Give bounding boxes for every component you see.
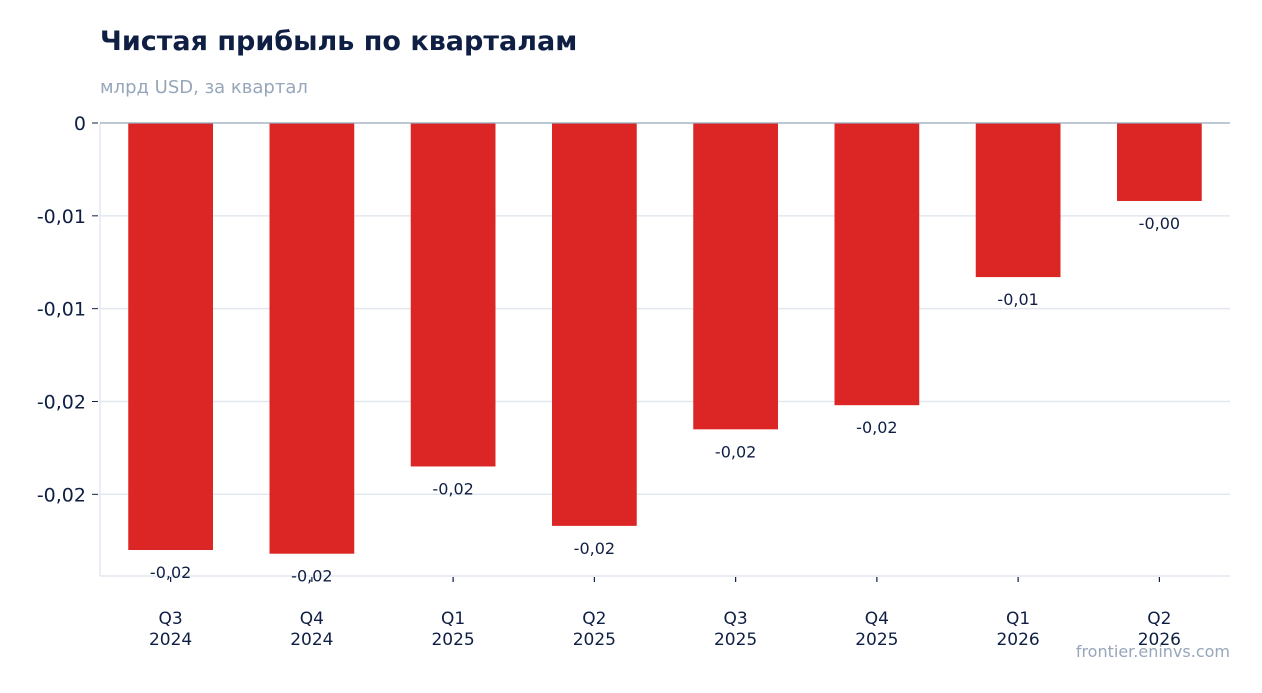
data-label: -0,00 — [1139, 214, 1180, 233]
x-tick-label-quarter: Q3 — [724, 609, 748, 629]
y-tick-label: -0,01 — [37, 206, 86, 228]
data-label: -0,02 — [432, 479, 473, 498]
x-tick-label-year: 2025 — [431, 630, 474, 650]
bar — [552, 123, 637, 526]
x-tick-label-year: 2026 — [996, 630, 1039, 650]
x-tick-label-quarter: Q1 — [441, 609, 465, 629]
y-tick-label: -0,02 — [37, 484, 86, 506]
x-tick-label-quarter: Q3 — [159, 609, 183, 629]
bar — [269, 123, 355, 554]
x-tick-label-year: 2024 — [290, 630, 333, 650]
x-tick-label-year: 2025 — [855, 630, 898, 650]
bar — [128, 123, 213, 551]
x-tick-label-quarter: Q2 — [582, 609, 606, 629]
x-tick-label-year: 2026 — [1138, 630, 1181, 650]
y-tick-label: -0,01 — [37, 299, 86, 321]
chart-title: Чистая прибыль по кварталам — [100, 26, 578, 57]
data-label: -0,02 — [574, 539, 615, 558]
data-label: -0,02 — [150, 563, 191, 582]
bar — [410, 123, 496, 467]
x-tick-label-year: 2025 — [714, 630, 757, 650]
source-watermark: frontier.eninvs.com — [1075, 642, 1230, 661]
data-label: -0,02 — [715, 442, 756, 461]
data-label: -0,02 — [291, 567, 332, 586]
x-tick-label-year: 2025 — [573, 630, 616, 650]
x-tick-label-quarter: Q4 — [865, 609, 889, 629]
data-label: -0,01 — [997, 290, 1038, 309]
x-tick-label-year: 2024 — [149, 630, 192, 650]
x-tick-label-quarter: Q4 — [300, 609, 324, 629]
bar — [693, 123, 778, 430]
x-tick-label-quarter: Q2 — [1147, 609, 1171, 629]
y-tick-label: -0,02 — [37, 391, 86, 413]
bar — [1117, 123, 1202, 201]
x-tick-label-quarter: Q1 — [1006, 609, 1030, 629]
data-label: -0,02 — [856, 418, 897, 437]
y-tick-label: 0 — [74, 113, 86, 135]
bar — [975, 123, 1061, 278]
bar — [834, 123, 920, 406]
chart-subtitle: млрд USD, за квартал — [100, 77, 308, 98]
